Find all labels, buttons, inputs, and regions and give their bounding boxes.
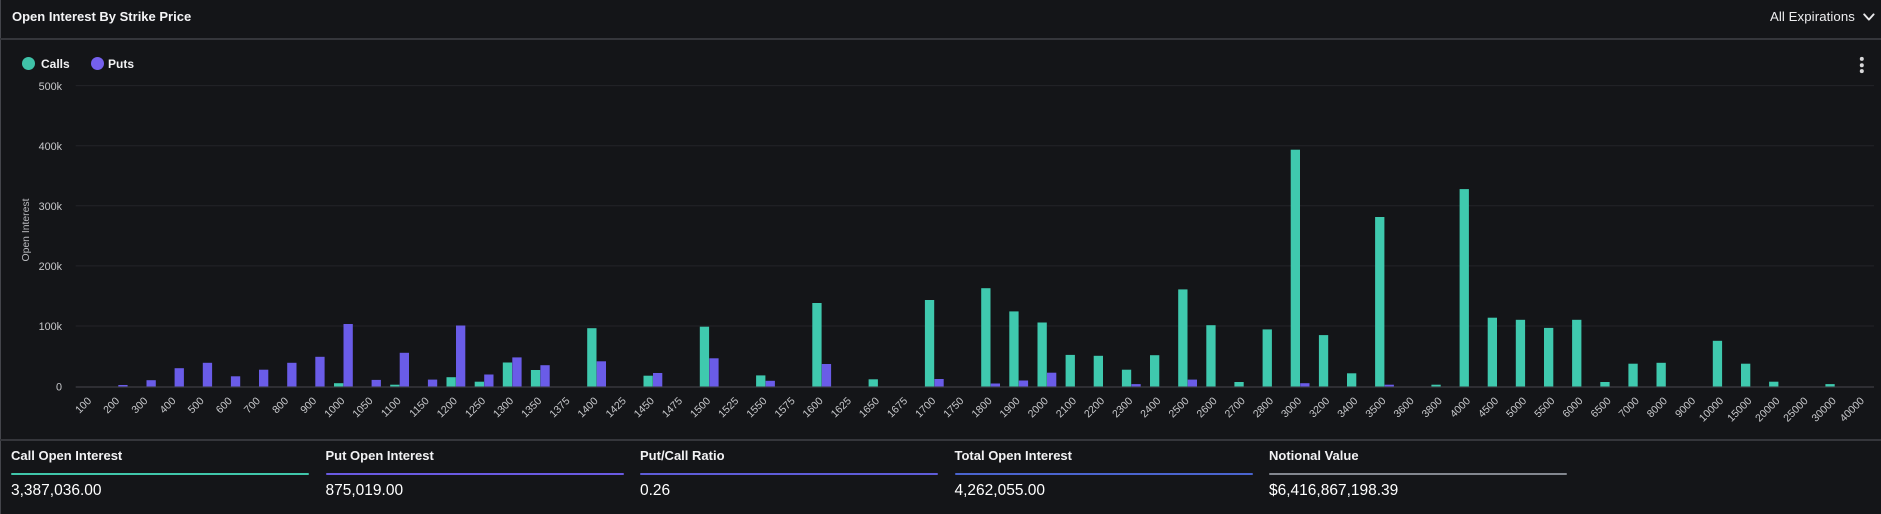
svg-text:1375: 1375 [547,395,572,420]
svg-text:1575: 1575 [772,395,797,420]
svg-text:800: 800 [270,395,291,416]
svg-text:2700: 2700 [1223,395,1248,420]
svg-text:20000: 20000 [1753,395,1782,424]
svg-text:300: 300 [129,395,150,416]
svg-text:1450: 1450 [632,395,657,420]
svg-text:1200: 1200 [435,395,460,420]
svg-text:10000: 10000 [1697,395,1726,424]
svg-text:1150: 1150 [407,395,432,420]
svg-text:500k: 500k [39,81,63,93]
svg-text:9000: 9000 [1673,395,1698,420]
svg-text:1400: 1400 [575,395,600,420]
svg-text:600: 600 [214,395,235,416]
svg-text:4500: 4500 [1476,395,1501,420]
svg-text:100k: 100k [39,321,63,333]
svg-text:1300: 1300 [491,395,516,420]
svg-text:900: 900 [298,395,319,416]
svg-text:1650: 1650 [857,395,882,420]
svg-text:1900: 1900 [998,395,1023,420]
svg-text:5000: 5000 [1504,395,1529,420]
svg-text:3800: 3800 [1420,395,1445,420]
svg-text:1475: 1475 [660,395,685,420]
svg-text:8000: 8000 [1645,395,1670,420]
svg-text:6500: 6500 [1589,395,1614,420]
svg-text:1600: 1600 [801,395,826,420]
svg-text:1425: 1425 [604,395,629,420]
svg-text:1050: 1050 [350,395,375,420]
svg-text:2400: 2400 [1138,395,1163,420]
svg-text:1675: 1675 [885,395,910,420]
svg-text:200k: 200k [39,261,63,273]
svg-text:4000: 4000 [1448,395,1473,420]
svg-text:700: 700 [242,395,263,416]
svg-text:1250: 1250 [463,395,488,420]
svg-text:400k: 400k [39,141,63,153]
svg-text:1800: 1800 [969,395,994,420]
svg-text:Open Interest: Open Interest [21,198,32,261]
svg-text:1100: 1100 [379,395,404,420]
svg-text:2100: 2100 [1054,395,1079,420]
svg-text:2200: 2200 [1082,395,1107,420]
svg-text:100: 100 [73,395,94,416]
svg-text:300k: 300k [39,201,63,213]
svg-text:15000: 15000 [1725,395,1754,424]
svg-text:3200: 3200 [1307,395,1332,420]
svg-text:1500: 1500 [688,395,713,420]
svg-text:1550: 1550 [744,395,769,420]
svg-text:6000: 6000 [1560,395,1585,420]
svg-text:2300: 2300 [1110,395,1135,420]
svg-text:2800: 2800 [1251,395,1276,420]
svg-text:1000: 1000 [322,395,347,420]
svg-text:1750: 1750 [941,395,966,420]
svg-text:1525: 1525 [716,395,741,420]
svg-text:1700: 1700 [913,395,938,420]
svg-text:3400: 3400 [1335,395,1360,420]
svg-text:2500: 2500 [1166,395,1191,420]
svg-text:30000: 30000 [1809,395,1838,424]
svg-text:0: 0 [56,381,62,393]
svg-text:400: 400 [158,395,179,416]
svg-text:25000: 25000 [1781,395,1810,424]
svg-text:3000: 3000 [1279,395,1304,420]
svg-text:200: 200 [101,395,122,416]
svg-text:2600: 2600 [1195,395,1220,420]
svg-text:5500: 5500 [1532,395,1557,420]
svg-text:7000: 7000 [1617,395,1642,420]
svg-text:1350: 1350 [519,395,544,420]
svg-text:40000: 40000 [1838,395,1867,424]
svg-text:3500: 3500 [1363,395,1388,420]
svg-text:500: 500 [186,395,207,416]
svg-text:1625: 1625 [829,395,854,420]
svg-text:2000: 2000 [1026,395,1051,420]
svg-text:3600: 3600 [1392,395,1417,420]
